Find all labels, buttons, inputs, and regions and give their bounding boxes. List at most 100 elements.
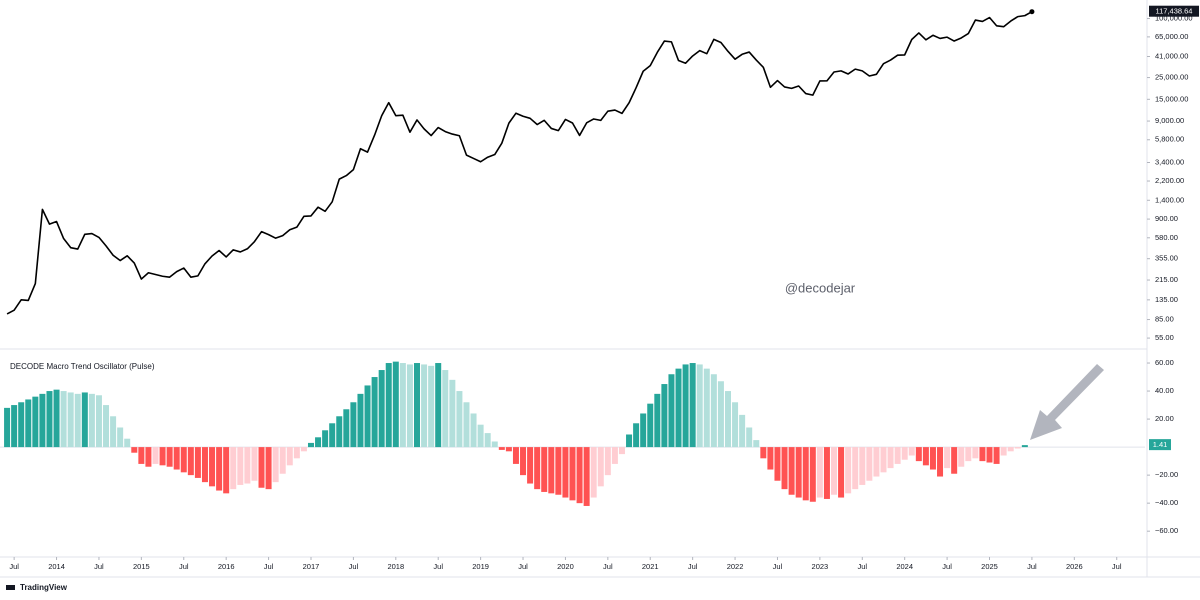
- histogram-bar: [343, 409, 350, 448]
- last-value-tag: [1149, 439, 1171, 451]
- histogram-bar: [640, 413, 647, 448]
- histogram-bar: [781, 447, 788, 490]
- y-tick-label: −40.00: [1155, 498, 1178, 507]
- histogram-bar: [583, 447, 590, 506]
- histogram-bar: [689, 363, 696, 448]
- histogram-bar: [866, 447, 873, 481]
- histogram-bar: [95, 395, 102, 448]
- x-tick-label: Jul: [349, 562, 359, 571]
- y-tick-label: 900.00: [1155, 214, 1178, 223]
- x-tick-label: 2020: [557, 562, 574, 571]
- histogram-bar: [329, 423, 336, 448]
- x-tick-label: 2021: [642, 562, 659, 571]
- histogram-bar: [230, 447, 237, 490]
- histogram-bar: [484, 433, 491, 448]
- y-tick-label: 9,000.00: [1155, 116, 1184, 125]
- x-tick-label: Jul: [9, 562, 19, 571]
- histogram-bar: [512, 447, 519, 464]
- y-tick-label: 55.00: [1155, 333, 1174, 342]
- histogram-bar: [300, 447, 307, 452]
- x-tick-label: Jul: [518, 562, 528, 571]
- histogram-bar: [456, 391, 463, 448]
- histogram-bar: [576, 447, 583, 504]
- histogram-bar: [463, 402, 470, 448]
- x-tick-label: Jul: [773, 562, 783, 571]
- x-tick-label: Jul: [942, 562, 952, 571]
- histogram-bar: [788, 447, 795, 495]
- histogram-bar: [710, 374, 717, 448]
- histogram-bar: [442, 370, 449, 448]
- histogram-bar: [4, 407, 11, 448]
- histogram-bar: [470, 413, 477, 448]
- y-tick-label: 65,000.00: [1155, 32, 1188, 41]
- annotation-arrow: [1030, 364, 1104, 440]
- histogram-bar: [11, 405, 18, 448]
- histogram-bar: [845, 447, 852, 494]
- x-tick-label: 2023: [812, 562, 829, 571]
- histogram-bar: [293, 447, 300, 459]
- histogram-bar: [541, 447, 548, 492]
- last-point: [1029, 9, 1035, 15]
- histogram-bar: [110, 416, 117, 448]
- histogram-bar: [258, 447, 265, 488]
- histogram-bar: [223, 447, 230, 494]
- histogram-bar: [32, 396, 39, 448]
- x-tick-label: Jul: [264, 562, 274, 571]
- histogram-bar: [838, 447, 845, 498]
- y-tick-label: 355.00: [1155, 254, 1178, 263]
- histogram-bar: [364, 385, 371, 448]
- histogram-bar: [46, 391, 53, 448]
- histogram-bar: [569, 447, 576, 501]
- histogram-bar: [498, 447, 505, 450]
- histogram-bar: [74, 393, 81, 448]
- histogram-bar: [399, 363, 406, 448]
- histogram-bar: [1021, 445, 1028, 448]
- histogram-bar: [307, 442, 314, 448]
- histogram-bar: [703, 368, 710, 448]
- tradingview-logo: TradingView: [6, 583, 68, 592]
- histogram-bar: [39, 393, 46, 448]
- x-tick-label: 2024: [896, 562, 913, 571]
- logo-text: TradingView: [20, 583, 68, 592]
- histogram-bar: [908, 447, 915, 456]
- histogram-bar: [774, 447, 781, 481]
- histogram-bar: [979, 447, 986, 462]
- x-tick-label: Jul: [1027, 562, 1037, 571]
- watermark: @decodejar: [785, 280, 856, 295]
- y-tick-label: 1,400.00: [1155, 195, 1184, 204]
- histogram-bar: [505, 447, 512, 452]
- histogram-bar: [286, 447, 293, 466]
- histogram-bar: [336, 416, 343, 448]
- histogram-bar: [809, 447, 816, 502]
- x-tick-label: Jul: [688, 562, 698, 571]
- histogram-bar: [385, 363, 392, 448]
- histogram-bar: [724, 391, 731, 448]
- y-tick-label: 20.00: [1155, 414, 1174, 423]
- histogram-bar: [371, 377, 378, 448]
- histogram-bar: [873, 447, 880, 477]
- x-tick-label: 2022: [727, 562, 744, 571]
- histogram-bar: [534, 447, 541, 490]
- x-tick-label: 2015: [133, 562, 150, 571]
- histogram-bar: [378, 370, 385, 448]
- histogram-bar: [717, 381, 724, 448]
- histogram-bar: [1007, 447, 1014, 452]
- histogram-bar: [279, 447, 286, 474]
- x-tick-label: Jul: [94, 562, 104, 571]
- histogram-bar: [159, 447, 166, 466]
- histogram-bar: [173, 447, 180, 470]
- histogram-bar: [131, 447, 138, 453]
- x-tick-label: 2018: [387, 562, 404, 571]
- histogram-bar: [449, 379, 456, 448]
- histogram-bar: [590, 447, 597, 498]
- histogram-bar: [53, 389, 60, 448]
- histogram-bar: [661, 384, 668, 448]
- histogram-bar: [392, 361, 399, 448]
- histogram-bar: [816, 447, 823, 498]
- y-tick-label: −60.00: [1155, 526, 1178, 535]
- y-tick-label: 100,000.00: [1155, 14, 1193, 23]
- histogram-bar: [802, 447, 809, 501]
- histogram-bar: [88, 393, 95, 448]
- x-tick-label: Jul: [179, 562, 189, 571]
